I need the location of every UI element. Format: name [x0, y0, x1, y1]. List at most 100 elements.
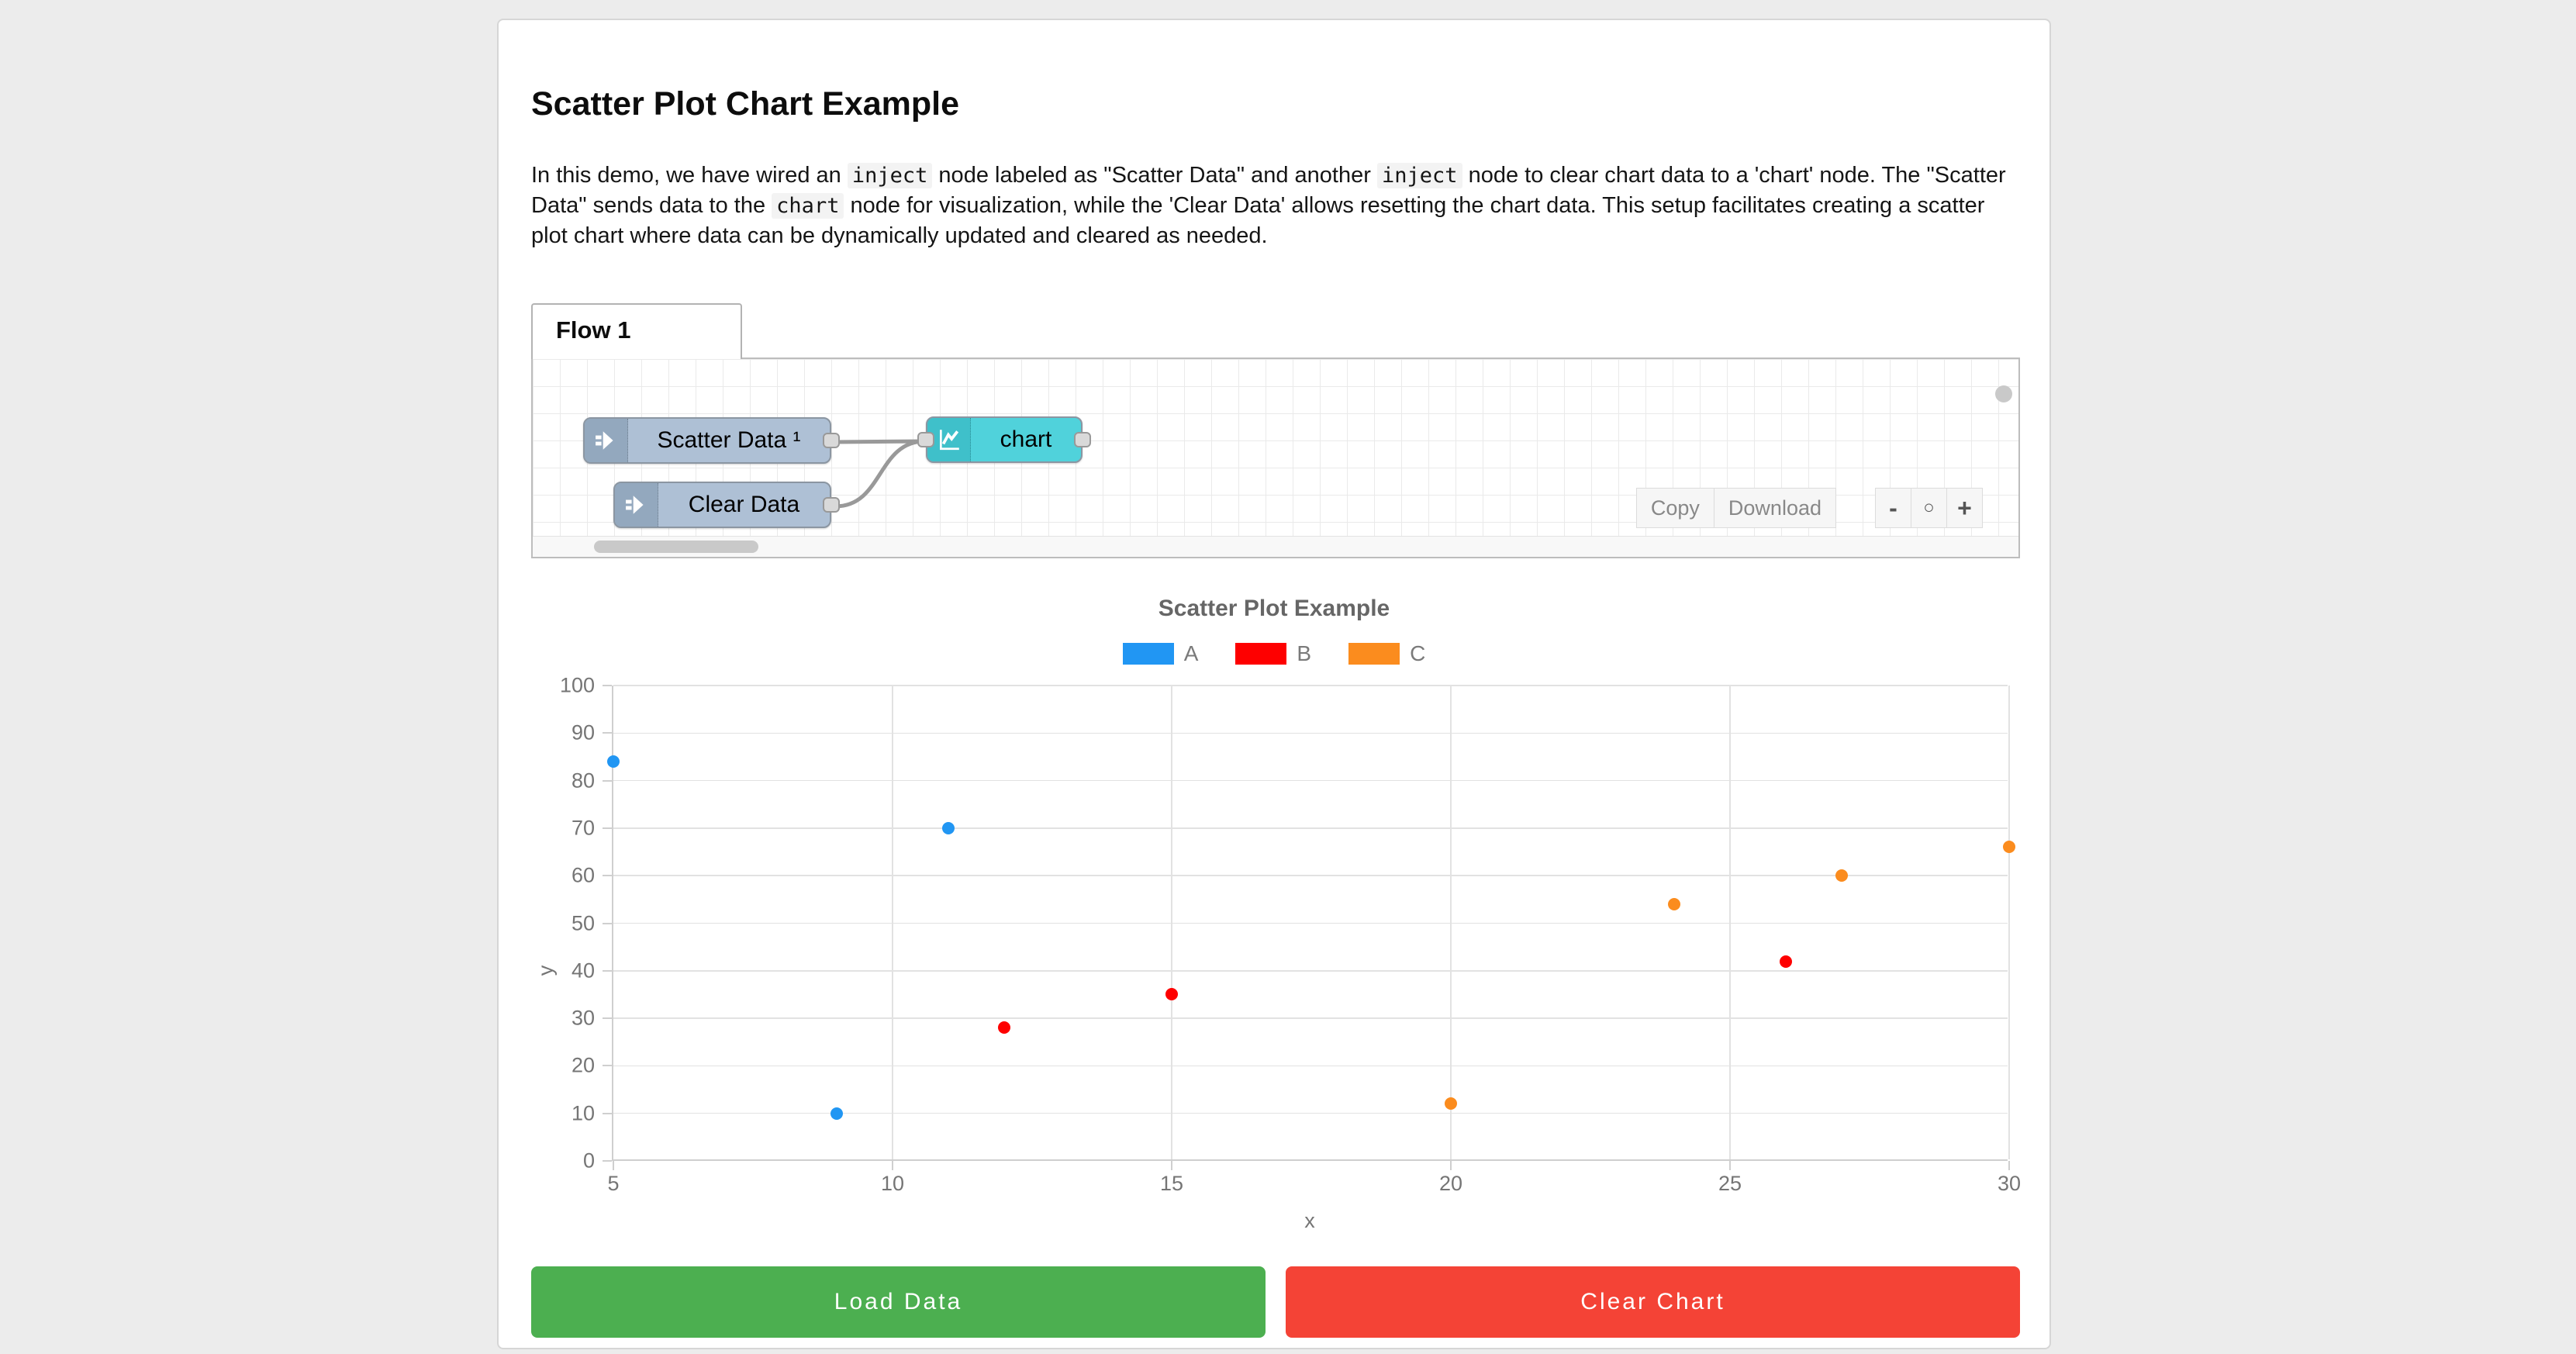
chart-node[interactable]: chart — [917, 416, 1091, 463]
scatter-point-C — [2003, 841, 2015, 854]
h-gridline — [613, 875, 2008, 876]
inject-node-clear-label: Clear Data — [688, 492, 800, 517]
v-gridline — [1171, 686, 1172, 1159]
x-tick-mark — [1171, 1161, 1172, 1170]
inject-clear-output-port[interactable] — [823, 497, 840, 513]
horizontal-scrollbar[interactable] — [533, 536, 2018, 557]
chart-input-port[interactable] — [917, 432, 934, 447]
intro-text: node for visualization, while the 'Clear… — [531, 193, 1985, 248]
flow-canvas[interactable]: Scatter Data ¹ Clear Data — [531, 357, 2020, 558]
y-tick-mark — [603, 732, 612, 734]
plot-area: 0 10 20 30 40 50 60 70 80 90 100 5 10 15 20 25 30 — [560, 674, 2021, 1196]
legend-label: A — [1183, 641, 1199, 665]
zoom-out-button[interactable]: - — [1875, 488, 1911, 528]
line-chart-icon — [927, 418, 971, 461]
y-tick-mark — [603, 922, 612, 924]
h-gridline — [613, 970, 2008, 972]
h-gridline — [613, 1017, 2008, 1019]
intro-text: node labeled as "Scatter Data" and anoth… — [932, 163, 1377, 188]
clear-chart-button[interactable]: Clear Chart — [1286, 1266, 2020, 1338]
x-tick-mark — [1450, 1161, 1452, 1170]
inline-code: inject — [847, 163, 933, 188]
y-tick-label: 10 — [571, 1101, 595, 1125]
chart-legend: A B C — [531, 641, 2017, 666]
x-tick-mark — [1729, 1161, 1731, 1170]
x-tick-mark — [613, 1161, 614, 1170]
inject-node-scatter-data[interactable]: Scatter Data ¹ — [583, 417, 840, 464]
flow-wires — [833, 439, 927, 509]
scatter-point-B — [1165, 988, 1178, 1001]
h-gridline — [613, 1112, 2008, 1114]
legend-item[interactable]: B — [1235, 641, 1311, 666]
zoom-in-button[interactable]: + — [1946, 488, 1983, 528]
scatter-plot: 0 10 20 30 40 50 60 70 80 90 100 5 10 15 20 25 30 y x — [531, 674, 2021, 1233]
intro-paragraph: In this demo, we have wired an inject no… — [531, 161, 2020, 251]
v-gridline — [1450, 686, 1452, 1159]
y-tick-mark — [603, 827, 612, 829]
canvas-actions: Copy Download — [1635, 488, 1836, 528]
scatter-point-C — [1835, 869, 1848, 883]
legend-item[interactable]: A — [1122, 641, 1199, 666]
scatter-point-B — [1780, 955, 1792, 968]
inject-arrow-icon — [615, 483, 658, 527]
legend-swatch — [1122, 643, 1174, 665]
inject-scatter-output-port[interactable] — [823, 433, 840, 448]
y-tick-label: 100 — [559, 673, 595, 697]
x-tick-label: 10 — [880, 1172, 905, 1195]
scatter-point-C — [1668, 897, 1680, 910]
y-tick-label: 60 — [571, 863, 595, 887]
inline-code: inject — [1376, 163, 1462, 188]
y-tick-label: 20 — [571, 1053, 595, 1077]
inject-node-scatter-label: Scatter Data ¹ — [657, 427, 801, 453]
h-gridline — [613, 1065, 2008, 1067]
download-button[interactable]: Download — [1713, 488, 1836, 528]
flow-tab[interactable]: Flow 1 — [531, 303, 742, 359]
load-data-button[interactable]: Load Data — [531, 1266, 1266, 1338]
y-tick-label: 80 — [571, 769, 595, 793]
scatter-point-C — [1445, 1097, 1457, 1110]
legend-label: C — [1410, 641, 1426, 665]
scatter-point-A — [942, 821, 955, 834]
legend-item[interactable]: C — [1348, 641, 1425, 666]
v-gridline — [1729, 686, 1731, 1159]
scatter-point-A — [607, 755, 620, 769]
zoom-reset-button[interactable]: ○ — [1911, 488, 1947, 528]
h-gridline — [613, 779, 2008, 782]
x-tick-label: 20 — [1438, 1172, 1463, 1195]
h-gridline — [613, 685, 2008, 686]
v-gridline — [2008, 686, 2010, 1159]
x-tick-mark — [2008, 1161, 2010, 1170]
intro-text: In this demo, we have wired an — [531, 163, 848, 188]
scatter-point-B — [998, 1021, 1010, 1034]
horizontal-scrollbar-thumb[interactable] — [594, 541, 758, 553]
vertical-scrollbar-thumb[interactable] — [1995, 385, 2012, 402]
x-tick-label: 5 — [607, 1172, 620, 1195]
x-axis-label: x — [1304, 1209, 1315, 1232]
h-gridline — [613, 922, 2008, 924]
y-tick-label: 50 — [571, 911, 595, 934]
scatter-point-A — [830, 1107, 843, 1120]
page-title: Scatter Plot Chart Example — [531, 85, 960, 123]
x-tick-label: 30 — [1997, 1172, 2022, 1195]
content-card: Scatter Plot Chart Example In this demo,… — [497, 19, 2051, 1349]
inline-code: chart — [772, 193, 844, 219]
y-tick-label: 30 — [571, 1006, 595, 1030]
chart-node-label: chart — [1000, 427, 1052, 452]
y-tick-label: 0 — [582, 1148, 595, 1173]
y-tick-mark — [603, 1160, 612, 1162]
h-gridline — [613, 827, 2008, 829]
x-tick-label: 15 — [1159, 1172, 1184, 1195]
y-tick-mark — [603, 1065, 612, 1067]
inject-node-clear-data[interactable]: Clear Data — [613, 482, 840, 528]
copy-button[interactable]: Copy — [1635, 488, 1714, 528]
v-gridline — [892, 686, 893, 1159]
y-tick-label: 90 — [571, 720, 595, 744]
flow-tab-label: Flow 1 — [556, 316, 631, 344]
y-tick-mark — [603, 685, 612, 686]
legend-label: B — [1297, 641, 1312, 665]
x-tick-label: 25 — [1718, 1172, 1742, 1195]
x-tick-mark — [892, 1161, 893, 1170]
y-tick-mark — [603, 1017, 612, 1020]
chart-output-port[interactable] — [1074, 432, 1091, 447]
inject-arrow-icon — [585, 419, 628, 462]
